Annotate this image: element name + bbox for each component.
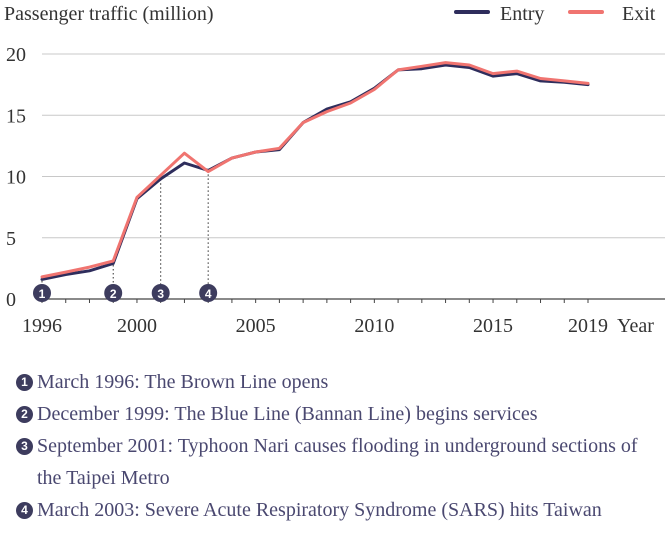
event-notes: 1 March 1996: The Brown Line opens 2 Dec… xyxy=(16,366,666,526)
event-marker xyxy=(199,284,218,302)
note-marker: 3 xyxy=(16,438,33,455)
note-text: December 1999: The Blue Line (Bannan Lin… xyxy=(37,403,538,425)
passenger-traffic-chart: Passenger traffic (million) Entry Exit 0… xyxy=(4,3,665,337)
note-text: September 2001: Typhoon Nari causes floo… xyxy=(37,435,638,489)
x-tick-label: 2005 xyxy=(236,315,276,337)
x-tick-label: 2000 xyxy=(117,315,157,337)
x-tick-label: 2015 xyxy=(473,315,513,337)
y-tick-label: 0 xyxy=(6,289,16,311)
event-marker-label: 1 xyxy=(39,287,46,301)
series-line-exit xyxy=(40,61,590,279)
note-item: 1 March 1996: The Brown Line opens xyxy=(16,366,666,398)
note-marker: 2 xyxy=(16,406,33,423)
y-tick-label: 15 xyxy=(6,105,26,127)
note-item: 3 September 2001: Typhoon Nari causes fl… xyxy=(16,430,666,494)
event-marker-label: 3 xyxy=(157,287,164,301)
note-text: March 2003: Severe Acute Respiratory Syn… xyxy=(37,499,602,521)
event-marker xyxy=(104,284,123,302)
event-marker-label: 2 xyxy=(110,287,117,301)
legend-label-exit: Exit xyxy=(622,3,656,25)
y-axis-title: Passenger traffic (million) xyxy=(4,3,214,25)
note-item: 4 March 2003: Severe Acute Respiratory S… xyxy=(16,494,666,526)
y-tick-label: 10 xyxy=(6,167,26,189)
x-axis-title: Year xyxy=(617,315,654,337)
note-item: 2 December 1999: The Blue Line (Bannan L… xyxy=(16,398,666,430)
legend: Entry Exit xyxy=(454,3,656,25)
event-marker-label: 4 xyxy=(205,287,212,301)
legend-label-entry: Entry xyxy=(500,3,544,25)
series-line-entry xyxy=(40,63,590,281)
note-marker: 1 xyxy=(16,374,33,391)
event-marker xyxy=(151,284,170,302)
note-text: March 1996: The Brown Line opens xyxy=(37,371,329,393)
y-tick-label: 5 xyxy=(6,228,16,250)
x-tick-label: 2019 xyxy=(568,315,608,337)
y-tick-label: 20 xyxy=(6,44,26,66)
event-marker xyxy=(33,284,51,302)
x-tick-label: 1996 xyxy=(22,315,62,337)
note-marker: 4 xyxy=(16,502,33,519)
x-tick-label: 2010 xyxy=(354,315,394,337)
